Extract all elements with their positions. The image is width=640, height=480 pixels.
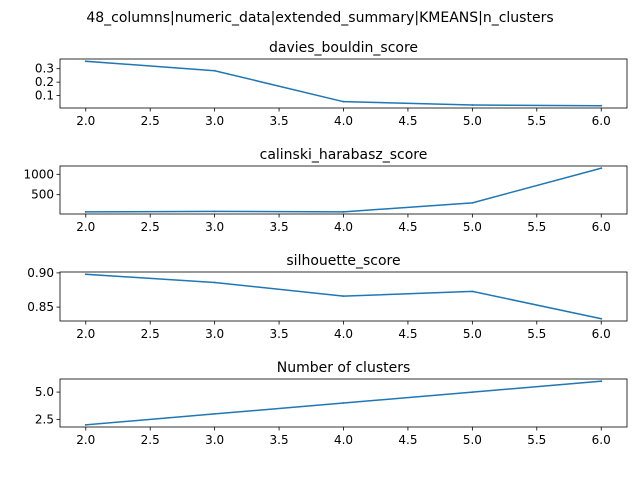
subplot-title: davies_bouldin_score [269,40,418,56]
data-point [342,295,345,298]
x-tick-label: 6.0 [592,114,611,128]
data-point [213,281,216,284]
x-tick-label: 5.0 [463,327,482,341]
x-tick-label: 5.5 [527,114,546,128]
x-tick-label: 4.5 [398,433,417,447]
data-point [471,104,474,106]
data-point [342,100,345,103]
x-tick-label: 3.0 [205,114,224,128]
subplot-2: calinski_harabasz_score 2.0 2.5 3.0 3.5 4.0 4.… [23,147,628,234]
data-point [84,423,87,426]
x-tick-label: 6.0 [592,327,611,341]
x-tick-label: 4.5 [398,327,417,341]
subplot-3: silhouette_score 2.0 2.5 3.0 3.5 4.0 4.5 5.0 5.5… [27,253,628,341]
data-point [213,210,216,213]
x-tick-label: 6.0 [592,433,611,447]
data-point [471,201,474,204]
x-tick-label: 5.5 [527,433,546,447]
x-tick-label: 4.5 [398,220,417,234]
data-point [471,391,474,393]
x-tick-label: 2.0 [76,327,95,341]
x-tick-label: 6.0 [592,220,611,234]
x-tick-label: 4.0 [334,327,353,341]
x-tick-label: 4.0 [334,114,353,128]
x-tick-label: 4.0 [334,220,353,234]
x-tick-label: 2.0 [76,433,95,447]
x-tick-label: 2.5 [141,220,160,234]
y-tick-label: 0.90 [27,266,54,280]
subplot-4: Number of clusters 2.0 2.5 3.0 3.5 4.0 4.5 5.0 5… [35,360,628,447]
subplot-title: calinski_harabasz_score [260,147,428,163]
y-tick-label: 0.2 [35,75,54,89]
data-point [84,60,87,63]
data-point [213,413,216,415]
subplot-1: davies_bouldin_score 2.0 2.5 3.0 3.5 4.0 4.5 5.… [35,40,628,128]
x-tick-label: 2.5 [141,433,160,447]
subplot-grid: davies_bouldin_score 2.0 2.5 3.0 3.5 4.0 4.5 5.… [23,40,628,447]
x-tick-label: 3.5 [270,114,289,128]
x-tick-label: 4.5 [398,114,417,128]
x-tick-label: 3.5 [270,433,289,447]
subplot-title: Number of clusters [277,360,411,376]
data-point [84,273,87,276]
x-tick-label: 3.0 [205,220,224,234]
y-tick-label: 5.0 [35,385,54,399]
x-tick-label: 5.5 [527,220,546,234]
figure-title: 48_columns|numeric_data|extended_summary… [86,10,553,26]
y-tick-label: 2.5 [35,412,54,426]
x-tick-label: 2.5 [141,327,160,341]
data-point [342,402,345,404]
data-point [600,317,603,320]
y-tick-label: 1000 [23,167,54,181]
x-tick-label: 3.0 [205,433,224,447]
x-tick-label: 3.5 [270,327,289,341]
data-point [84,210,87,213]
data-point [213,69,216,72]
x-tick-label: 5.0 [463,433,482,447]
y-tick-label: 0.85 [27,300,54,314]
x-tick-label: 5.0 [463,114,482,128]
x-tick-label: 3.5 [270,220,289,234]
subplot-title: silhouette_score [286,253,400,269]
data-point [600,167,603,170]
x-tick-label: 5.5 [527,327,546,341]
x-tick-label: 2.0 [76,114,95,128]
y-tick-label: 0.3 [35,62,54,76]
x-tick-label: 2.0 [76,220,95,234]
y-tick-label: 0.1 [35,89,54,103]
data-point [471,290,474,293]
data-point [600,380,603,383]
data-point [342,210,345,213]
x-tick-label: 5.0 [463,220,482,234]
x-tick-label: 4.0 [334,433,353,447]
y-tick-label: 500 [31,188,54,202]
x-tick-label: 2.5 [141,114,160,128]
x-tick-label: 3.0 [205,327,224,341]
data-point [600,104,603,107]
